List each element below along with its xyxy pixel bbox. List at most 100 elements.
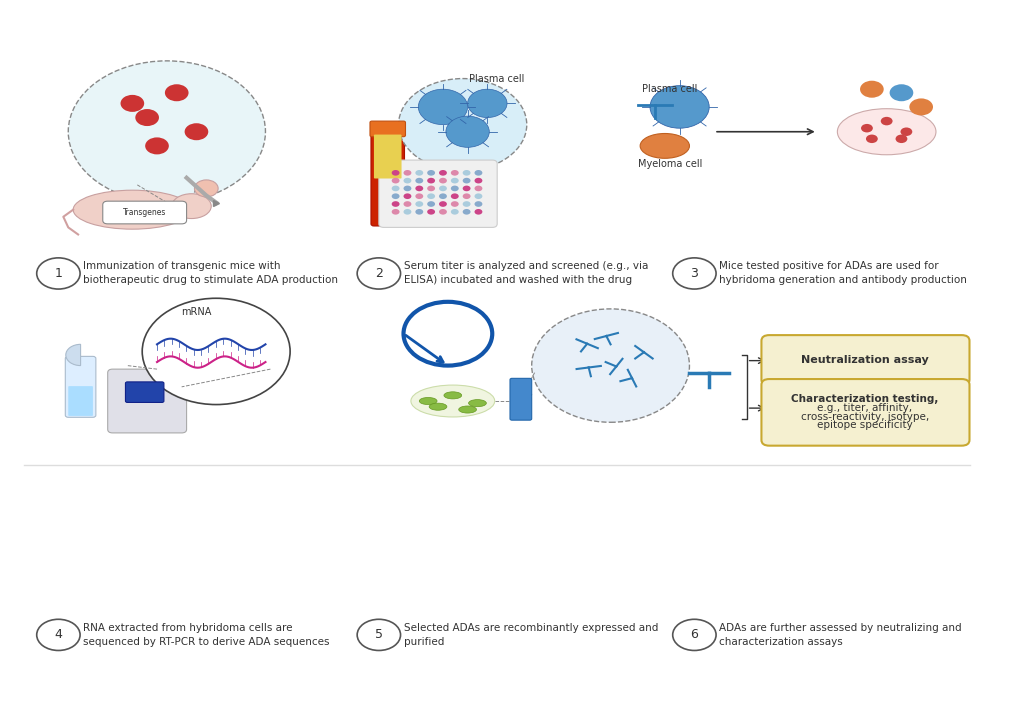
Circle shape — [121, 95, 144, 112]
Circle shape — [451, 170, 459, 176]
Ellipse shape — [429, 403, 446, 410]
Text: Selected ADAs are recombinantly expressed and
purified: Selected ADAs are recombinantly expresse… — [403, 623, 657, 647]
Circle shape — [184, 123, 208, 141]
FancyBboxPatch shape — [370, 121, 406, 137]
Circle shape — [427, 170, 435, 176]
Circle shape — [195, 180, 218, 197]
Circle shape — [463, 201, 471, 206]
Circle shape — [474, 186, 482, 191]
Ellipse shape — [73, 190, 191, 229]
Text: 1: 1 — [54, 267, 62, 280]
FancyBboxPatch shape — [379, 160, 498, 227]
FancyBboxPatch shape — [374, 135, 401, 179]
Circle shape — [427, 209, 435, 214]
Text: 6: 6 — [690, 628, 698, 642]
Circle shape — [427, 194, 435, 199]
Text: ADAs are further assessed by neutralizing and
characterization assays: ADAs are further assessed by neutralizin… — [719, 623, 962, 647]
Circle shape — [451, 201, 459, 206]
Circle shape — [673, 258, 716, 289]
Circle shape — [474, 201, 482, 206]
Circle shape — [391, 209, 399, 214]
Circle shape — [145, 138, 169, 154]
Circle shape — [403, 194, 412, 199]
Circle shape — [427, 201, 435, 206]
Ellipse shape — [838, 109, 936, 155]
Circle shape — [474, 194, 482, 199]
Text: Characterization testing,: Characterization testing, — [792, 394, 939, 404]
Circle shape — [439, 194, 446, 199]
FancyBboxPatch shape — [371, 130, 404, 226]
Circle shape — [403, 201, 412, 206]
Text: mRNA: mRNA — [181, 308, 212, 318]
Text: 4: 4 — [54, 628, 62, 642]
FancyBboxPatch shape — [762, 379, 970, 446]
Circle shape — [391, 201, 399, 206]
Circle shape — [403, 186, 412, 191]
Ellipse shape — [640, 133, 689, 158]
Text: epitope specificity: epitope specificity — [817, 420, 912, 430]
FancyBboxPatch shape — [126, 382, 164, 402]
Circle shape — [403, 178, 412, 184]
Text: 2: 2 — [375, 267, 383, 280]
Circle shape — [468, 89, 507, 118]
Circle shape — [416, 201, 423, 206]
Circle shape — [439, 209, 446, 214]
Circle shape — [673, 619, 716, 650]
Circle shape — [439, 170, 446, 176]
Circle shape — [445, 116, 489, 147]
FancyBboxPatch shape — [66, 356, 96, 417]
Circle shape — [391, 194, 399, 199]
Circle shape — [416, 186, 423, 191]
Text: e.g., titer, affinity,: e.g., titer, affinity, — [817, 403, 912, 413]
Circle shape — [403, 170, 412, 176]
Circle shape — [37, 619, 80, 650]
Circle shape — [357, 258, 400, 289]
Circle shape — [463, 186, 471, 191]
Circle shape — [418, 89, 468, 125]
Circle shape — [890, 84, 913, 101]
Text: Mice tested positive for ADAs are used for
hybridoma generation and antibody pro: Mice tested positive for ADAs are used f… — [719, 262, 967, 285]
Text: Immunization of transgenic mice with
biotherapeutic drug to stimulate ADA produc: Immunization of transgenic mice with bio… — [83, 262, 338, 285]
Circle shape — [463, 209, 471, 214]
Text: cross-reactivity, isotype,: cross-reactivity, isotype, — [801, 412, 929, 422]
Circle shape — [439, 178, 446, 184]
Circle shape — [403, 209, 412, 214]
Circle shape — [439, 201, 446, 206]
Circle shape — [427, 178, 435, 184]
Circle shape — [474, 209, 482, 214]
Text: Serum titer is analyzed and screened (e.g., via
ELISA) incubated and washed with: Serum titer is analyzed and screened (e.… — [403, 262, 648, 285]
Wedge shape — [66, 344, 81, 366]
Circle shape — [427, 186, 435, 191]
Circle shape — [165, 84, 188, 101]
Circle shape — [650, 85, 710, 128]
Circle shape — [37, 258, 80, 289]
Circle shape — [909, 98, 933, 115]
Text: Myeloma cell: Myeloma cell — [638, 158, 701, 168]
Text: RNA extracted from hybridoma cells are
sequenced by RT-PCR to derive ADA sequenc: RNA extracted from hybridoma cells are s… — [83, 623, 330, 647]
Circle shape — [416, 170, 423, 176]
Text: Neutralization assay: Neutralization assay — [801, 355, 929, 365]
Circle shape — [451, 178, 459, 184]
Circle shape — [451, 194, 459, 199]
Circle shape — [439, 186, 446, 191]
Ellipse shape — [172, 194, 211, 219]
Circle shape — [474, 178, 482, 184]
Text: 5: 5 — [375, 628, 383, 642]
Circle shape — [900, 128, 912, 136]
Circle shape — [861, 124, 872, 133]
Text: Transgenes: Transgenes — [123, 208, 166, 217]
Text: 3: 3 — [690, 267, 698, 280]
Circle shape — [881, 117, 893, 125]
Circle shape — [391, 170, 399, 176]
Circle shape — [463, 194, 471, 199]
Ellipse shape — [411, 385, 495, 417]
Text: Plasma cell: Plasma cell — [469, 74, 525, 84]
Text: Plasma cell: Plasma cell — [642, 84, 697, 94]
Circle shape — [398, 79, 526, 171]
Circle shape — [463, 170, 471, 176]
Circle shape — [451, 209, 459, 214]
Circle shape — [391, 186, 399, 191]
FancyBboxPatch shape — [510, 379, 531, 420]
Circle shape — [451, 186, 459, 191]
Circle shape — [142, 298, 290, 404]
